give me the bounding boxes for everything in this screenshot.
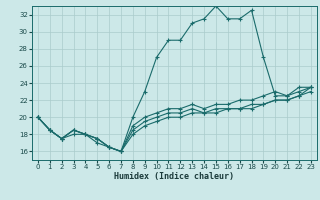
X-axis label: Humidex (Indice chaleur): Humidex (Indice chaleur) xyxy=(115,172,234,181)
